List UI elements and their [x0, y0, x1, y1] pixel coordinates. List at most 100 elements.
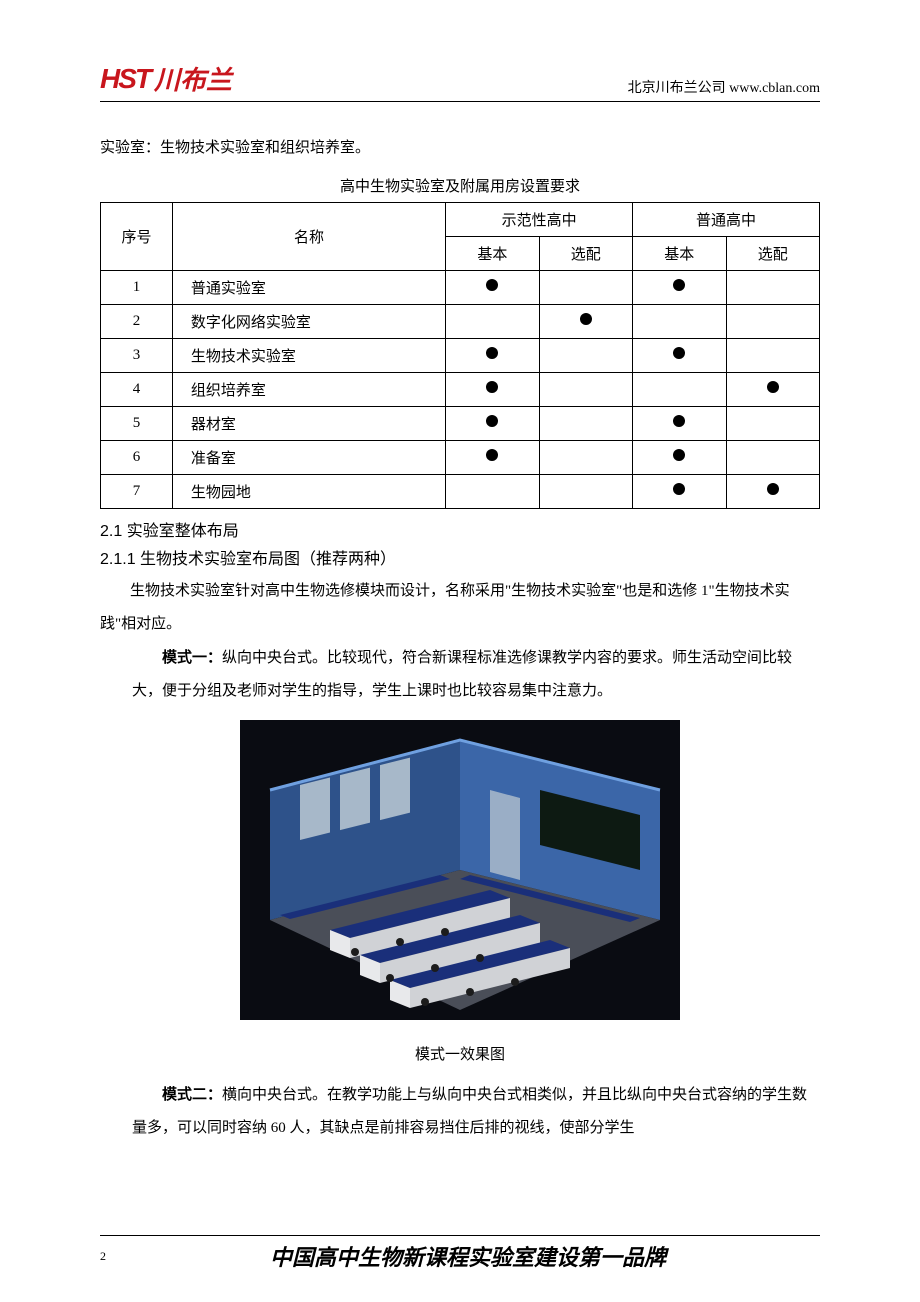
dot-icon — [673, 415, 685, 427]
cell-seq: 4 — [101, 373, 173, 407]
mode2-block: 模式二：横向中央台式。在教学功能上与纵向中央台式相类似，并且比纵向中央台式容纳的… — [100, 1078, 820, 1145]
cell-mark — [539, 271, 632, 305]
dot-icon — [767, 483, 779, 495]
cell-mark — [539, 339, 632, 373]
dot-icon — [767, 381, 779, 393]
cell-name: 普通实验室 — [172, 271, 445, 305]
table-row: 7生物园地 — [101, 475, 820, 509]
figure-1-caption: 模式一效果图 — [100, 1043, 820, 1064]
footer-row: 2 中国高中生物新课程实验室建设第一品牌 — [100, 1240, 820, 1272]
mode2-text: 横向中央台式。在教学功能上与纵向中央台式相类似，并且比纵向中央台式容纳的学生数量… — [132, 1087, 807, 1136]
figure-1 — [240, 720, 680, 1020]
table-row: 4组织培养室 — [101, 373, 820, 407]
logo-text-en: HST — [100, 63, 150, 95]
cell-mark — [726, 373, 819, 407]
cell-mark — [446, 441, 539, 475]
paragraph-intro: 生物技术实验室针对高中生物选修模块而设计，名称采用"生物技术实验室"也是和选修 … — [100, 575, 820, 641]
lab-render-icon — [240, 720, 680, 1020]
cell-mark — [726, 271, 819, 305]
mode1-label: 模式一： — [162, 649, 222, 666]
logo: HST 川布兰 — [100, 60, 232, 97]
col-demo-opt: 选配 — [539, 237, 632, 271]
col-normal-basic: 基本 — [633, 237, 726, 271]
intro-line: 实验室：生物技术实验室和组织培养室。 — [100, 132, 820, 165]
cell-mark — [539, 373, 632, 407]
cell-mark — [539, 305, 632, 339]
dot-icon — [580, 313, 592, 325]
dot-icon — [486, 347, 498, 359]
cell-mark — [446, 373, 539, 407]
cell-mark — [539, 441, 632, 475]
cell-name: 生物技术实验室 — [172, 339, 445, 373]
col-normal-opt: 选配 — [726, 237, 819, 271]
dot-icon — [673, 279, 685, 291]
header-company-text: 北京川布兰公司 www.cblan.com — [628, 77, 820, 97]
cell-seq: 7 — [101, 475, 173, 509]
footer-title: 中国高中生物新课程实验室建设第一品牌 — [116, 1240, 820, 1272]
table-row: 2数字化网络实验室 — [101, 305, 820, 339]
heading-2-1-1: 2.1.1 生物技术实验室布局图（推荐两种） — [100, 545, 820, 569]
dot-icon — [486, 279, 498, 291]
cell-mark — [446, 305, 539, 339]
cell-mark — [633, 441, 726, 475]
cell-mark — [633, 339, 726, 373]
cell-mark — [726, 407, 819, 441]
cell-mark — [446, 271, 539, 305]
figure-1-wrap — [100, 720, 820, 1025]
cell-mark — [726, 339, 819, 373]
cell-seq: 2 — [101, 305, 173, 339]
cell-name: 准备室 — [172, 441, 445, 475]
dot-icon — [673, 347, 685, 359]
heading-2-1: 2.1 实验室整体布局 — [100, 517, 820, 541]
dot-icon — [486, 381, 498, 393]
dot-icon — [486, 449, 498, 461]
table-row: 1普通实验室 — [101, 271, 820, 305]
cell-mark — [633, 373, 726, 407]
mode2-paragraph: 模式二：横向中央台式。在教学功能上与纵向中央台式相类似，并且比纵向中央台式容纳的… — [132, 1078, 820, 1145]
table-row: 3生物技术实验室 — [101, 339, 820, 373]
cell-name: 生物园地 — [172, 475, 445, 509]
cell-name: 组织培养室 — [172, 373, 445, 407]
cell-mark — [633, 475, 726, 509]
cell-mark — [539, 475, 632, 509]
table-row: 6准备室 — [101, 441, 820, 475]
cell-mark — [446, 475, 539, 509]
cell-mark — [446, 339, 539, 373]
page-footer: 2 中国高中生物新课程实验室建设第一品牌 — [100, 1235, 820, 1272]
cell-mark — [726, 305, 819, 339]
cell-seq: 3 — [101, 339, 173, 373]
cell-mark — [726, 441, 819, 475]
cell-mark — [726, 475, 819, 509]
cell-seq: 5 — [101, 407, 173, 441]
cell-mark — [633, 407, 726, 441]
cell-mark — [446, 407, 539, 441]
cell-name: 器材室 — [172, 407, 445, 441]
requirements-table: 序号 名称 示范性高中 普通高中 基本 选配 基本 选配 1普通实验室2数字化网… — [100, 202, 820, 509]
page: HST 川布兰 北京川布兰公司 www.cblan.com 实验室：生物技术实验… — [0, 0, 920, 1302]
col-group-normal: 普通高中 — [633, 203, 820, 237]
cell-mark — [633, 271, 726, 305]
table-caption: 高中生物实验室及附属用房设置要求 — [100, 175, 820, 196]
dot-icon — [673, 449, 685, 461]
footer-rule — [100, 1235, 820, 1236]
col-group-demo: 示范性高中 — [446, 203, 633, 237]
mode2-label: 模式二： — [162, 1086, 222, 1103]
col-demo-basic: 基本 — [446, 237, 539, 271]
cell-seq: 6 — [101, 441, 173, 475]
cell-mark — [539, 407, 632, 441]
cell-mark — [633, 305, 726, 339]
dot-icon — [673, 483, 685, 495]
cell-name: 数字化网络实验室 — [172, 305, 445, 339]
mode1-paragraph: 模式一：纵向中央台式。比较现代，符合新课程标准选修课教学内容的要求。师生活动空间… — [132, 641, 820, 708]
dot-icon — [486, 415, 498, 427]
col-seq: 序号 — [101, 203, 173, 271]
page-header: HST 川布兰 北京川布兰公司 www.cblan.com — [100, 60, 820, 102]
table-row: 5器材室 — [101, 407, 820, 441]
page-number: 2 — [100, 1249, 106, 1264]
table-header-row-1: 序号 名称 示范性高中 普通高中 — [101, 203, 820, 237]
mode1-block: 模式一：纵向中央台式。比较现代，符合新课程标准选修课教学内容的要求。师生活动空间… — [100, 641, 820, 708]
logo-text-cn: 川布兰 — [154, 60, 232, 97]
mode1-text: 纵向中央台式。比较现代，符合新课程标准选修课教学内容的要求。师生活动空间比较大，… — [132, 650, 792, 699]
col-name: 名称 — [172, 203, 445, 271]
cell-seq: 1 — [101, 271, 173, 305]
